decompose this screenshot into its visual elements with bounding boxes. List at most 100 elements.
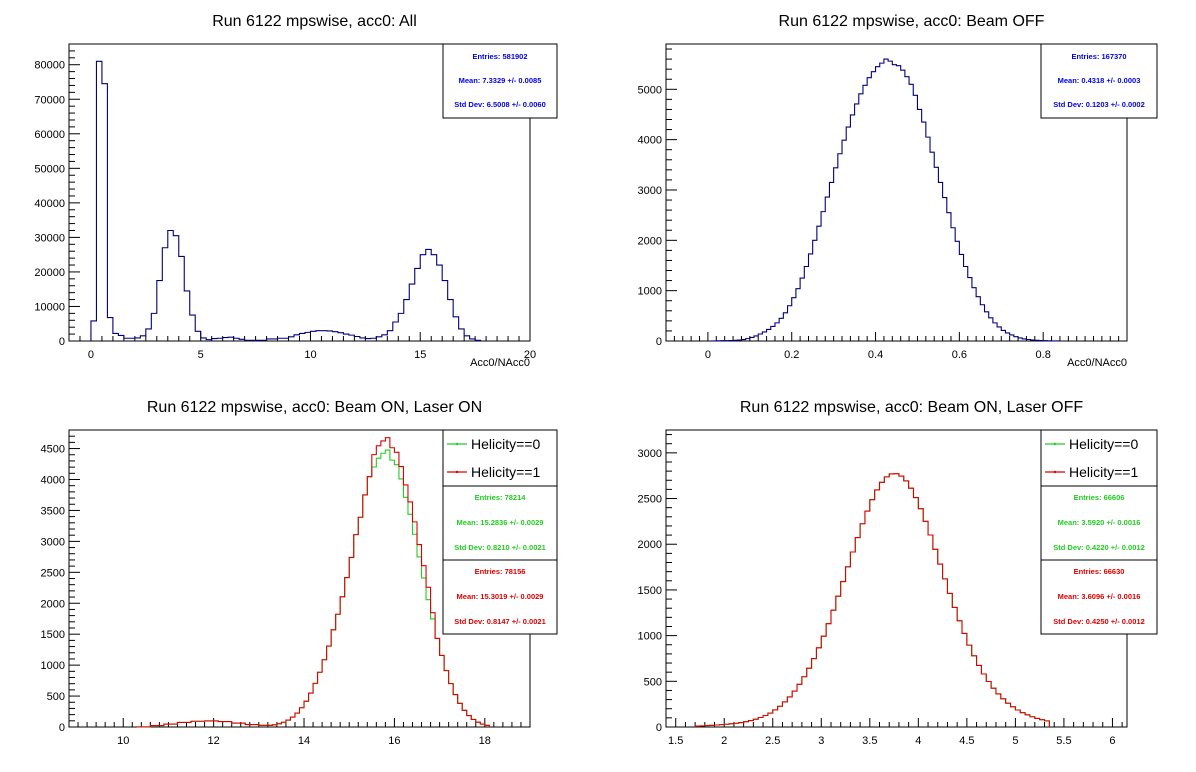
y-tick-label: 2000 — [638, 235, 662, 247]
y-axis: 0 1000 2000 3000 4000 5000 — [638, 48, 677, 348]
chart-title: Run 6122 mpswise, acc0: Beam OFF — [779, 13, 1045, 30]
y-tick-label: 20000 — [34, 267, 65, 279]
y-tick-label: 70000 — [34, 94, 65, 106]
stats-line: Mean: 7.3329 +/- 0.0085 — [459, 76, 542, 85]
y-tick-label: 0 — [656, 722, 662, 734]
y-tick-label: 5000 — [638, 84, 662, 96]
x-tick-label: 10 — [117, 735, 129, 747]
stats-box — [1040, 43, 1158, 119]
histogram-series-main — [90, 60, 482, 341]
y-tick-label: 2000 — [638, 539, 662, 551]
stats-line: Entries: 78214 — [475, 493, 527, 502]
y-tick-label: 2500 — [638, 494, 662, 506]
stats-box-red — [1040, 559, 1158, 635]
y-tick-label: 0 — [656, 336, 662, 348]
x-tick-label: 3.5 — [862, 735, 877, 747]
stats-box-red — [442, 559, 558, 635]
y-tick-label: 3000 — [638, 185, 662, 197]
x-tick-label: 0.2 — [784, 349, 799, 361]
x-tick-label: 0.4 — [868, 349, 883, 361]
y-tick-label: 500 — [47, 691, 65, 703]
y-tick-label: 3500 — [41, 505, 65, 517]
stats-line: Std Dev: 6.5008 +/- 0.0060 — [454, 100, 546, 109]
plot-frame — [665, 43, 1128, 342]
legend-label: Helicity==0 — [1069, 436, 1138, 452]
y-tick-label: 500 — [644, 676, 662, 688]
x-axis: 0 0.2 0.4 0.6 0.8 — [665, 332, 1128, 361]
histogram-series-helicity1 — [694, 473, 1050, 727]
x-tick-label: 0.8 — [1036, 349, 1051, 361]
x-tick-label: 5 — [1012, 735, 1018, 747]
legend-box — [1040, 429, 1158, 487]
legend-label: Helicity==1 — [471, 464, 540, 480]
x-tick-label: 4.5 — [959, 735, 974, 747]
x-tick-label: 2.5 — [765, 735, 780, 747]
stats-line: Entries: 167370 — [1071, 52, 1126, 61]
chart-title: Run 6122 mpswise, acc0: Beam ON, Laser O… — [740, 399, 1083, 416]
stats-line: Std Dev: 0.8210 +/- 0.0021 — [454, 543, 546, 552]
stats-box — [442, 43, 558, 119]
stats-line: Std Dev: 0.4220 +/- 0.0012 — [1053, 543, 1145, 552]
x-tick-label: 0 — [88, 349, 94, 361]
y-tick-label: 4000 — [638, 135, 662, 147]
stats-line: Mean: 3.6096 +/- 0.0016 — [1058, 592, 1141, 601]
stats-line: Std Dev: 0.1203 +/- 0.0002 — [1053, 100, 1145, 109]
stats-line: Mean: 3.5920 +/- 0.0016 — [1058, 518, 1141, 527]
x-tick-label: 16 — [388, 735, 400, 747]
y-axis: 0 10000 20000 30000 40000 50000 60000 70000 8000… — [34, 43, 80, 348]
x-tick-label: 5.5 — [1056, 735, 1071, 747]
legend-marker — [1053, 442, 1057, 446]
x-tick-label: 20 — [524, 349, 536, 361]
y-tick-label: 1000 — [638, 286, 662, 298]
legend-marker — [455, 470, 459, 474]
x-axis: 1.5 2 2.5 3 3.5 4 4.5 5 5.5 6 — [665, 718, 1123, 747]
stats-line: Entries: 66630 — [1074, 567, 1125, 576]
legend-box — [442, 429, 558, 487]
chart-panel-2: Run 6122 mpswise, acc0: Beam OFF 0 0.2 0.4 0… — [638, 13, 1158, 369]
x-axis: 10 12 14 16 18 — [68, 718, 531, 747]
y-tick-label: 80000 — [34, 60, 65, 72]
legend-label: Helicity==1 — [1069, 464, 1138, 480]
chart-panel-3: Run 6122 mpswise, acc0: Beam ON, Laser O… — [41, 399, 558, 747]
stats-line: Mean: 15.2836 +/- 0.0029 — [457, 518, 544, 527]
y-tick-label: 1000 — [638, 631, 662, 643]
y-axis: 0 500 1000 1500 2000 2500 3000 3500 4000 4500 — [41, 429, 80, 734]
y-axis: 0 500 1000 1500 2000 2500 3000 — [638, 434, 677, 734]
stats-line: Mean: 15.3019 +/- 0.0029 — [457, 592, 544, 601]
chart-title: Run 6122 mpswise, acc0: All — [212, 13, 417, 30]
x-tick-label: 6 — [1109, 735, 1115, 747]
y-tick-label: 2000 — [41, 598, 65, 610]
y-tick-label: 1500 — [41, 629, 65, 641]
histogram-series-helicity1 — [136, 437, 490, 728]
chart-panel-4: Run 6122 mpswise, acc0: Beam ON, Laser O… — [638, 399, 1158, 747]
stats-line: Std Dev: 0.4250 +/- 0.0012 — [1053, 617, 1145, 626]
x-tick-label: 2 — [721, 735, 727, 747]
legend-label: Helicity==0 — [471, 436, 540, 452]
legend-marker — [1053, 470, 1057, 474]
x-tick-label: 0.6 — [952, 349, 967, 361]
x-tick-label: 4 — [915, 735, 921, 747]
stats-line: Std Dev: 0.8147 +/- 0.0021 — [454, 617, 546, 626]
x-tick-label: 12 — [208, 735, 220, 747]
stats-box-green — [442, 485, 558, 561]
stats-line: Entries: 581902 — [472, 52, 527, 61]
x-tick-label: 3 — [818, 735, 824, 747]
y-tick-label: 4500 — [41, 444, 65, 456]
chart-panel-1: Run 6122 mpswise, acc0: All 0 5 10 15 20 0 1000… — [34, 13, 558, 369]
stats-line: Entries: 78156 — [475, 567, 526, 576]
y-tick-label: 1000 — [41, 660, 65, 672]
x-tick-label: 1.5 — [668, 735, 683, 747]
histogram-series-main — [711, 58, 1061, 342]
chart-title: Run 6122 mpswise, acc0: Beam ON, Laser O… — [147, 399, 482, 416]
x-axis-label: Acc0/NAcc0 — [1067, 357, 1127, 369]
y-tick-label: 60000 — [34, 129, 65, 141]
y-tick-label: 3000 — [638, 448, 662, 460]
x-axis-label: Acc0/NAcc0 — [470, 357, 530, 369]
y-tick-label: 0 — [59, 722, 65, 734]
stats-line: Entries: 66606 — [1074, 493, 1125, 502]
x-tick-label: 18 — [479, 735, 491, 747]
y-tick-label: 10000 — [34, 301, 65, 313]
y-tick-label: 50000 — [34, 163, 65, 175]
y-tick-label: 30000 — [34, 232, 65, 244]
